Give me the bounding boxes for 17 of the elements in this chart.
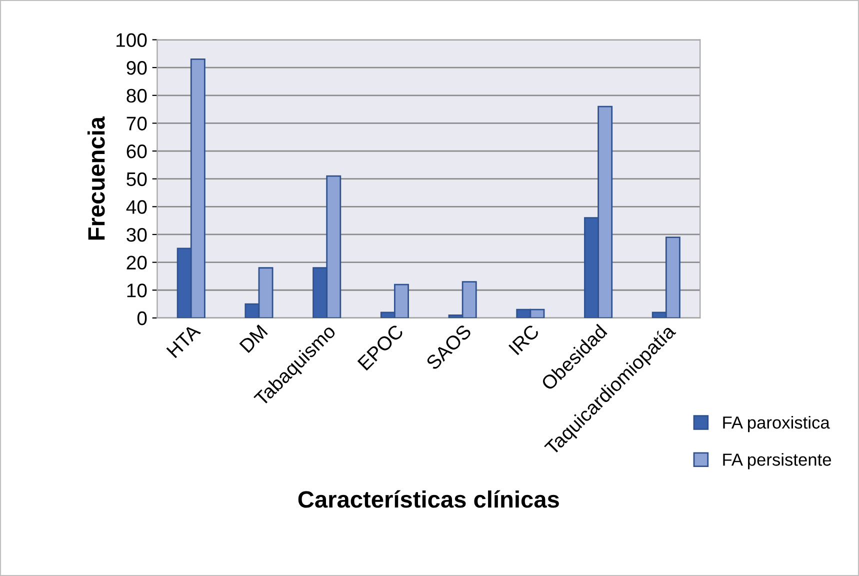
y-tick-label: 40 [126, 200, 147, 214]
y-tick-label: 60 [126, 144, 147, 158]
x-axis-title: Características clínicas [298, 490, 559, 508]
y-tick-label: 90 [126, 61, 147, 75]
legend-label: FA persistente [723, 453, 832, 470]
x-tick-label: IRC [508, 324, 540, 356]
y-tick-label: 50 [126, 172, 147, 186]
y-tick-label: 70 [126, 116, 147, 130]
y-tick-label: 0 [137, 311, 147, 326]
y-tick-label: 80 [126, 88, 147, 103]
y-tick-label: 30 [126, 228, 147, 242]
x-tick-label: HTA [166, 323, 202, 358]
y-tick-label: 10 [127, 284, 147, 298]
y-tick-label: 100 [116, 33, 147, 47]
y-axis-title: Frecuencia [87, 116, 105, 240]
legend-label: FA paroxistica [723, 416, 830, 432]
y-tick-label: 20 [126, 256, 147, 270]
